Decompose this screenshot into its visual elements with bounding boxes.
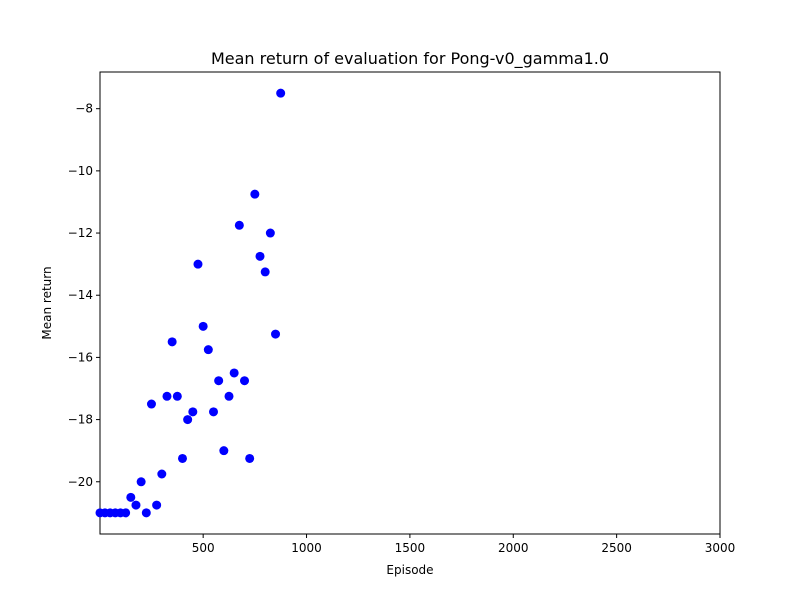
data-point [255, 251, 265, 261]
data-point [177, 453, 187, 463]
x-tick-label: 1500 [395, 541, 426, 555]
data-point [193, 259, 203, 269]
data-point [152, 500, 162, 510]
data-point [126, 492, 136, 502]
data-point [271, 329, 281, 339]
data-point [162, 391, 172, 401]
x-axis-label: Episode [386, 563, 433, 577]
y-tick-label: −18 [68, 413, 93, 427]
data-point [224, 391, 234, 401]
data-point [234, 220, 244, 230]
y-tick-label: −14 [68, 288, 93, 302]
data-point [172, 391, 182, 401]
x-tick-label: 2000 [498, 541, 529, 555]
data-point [183, 415, 193, 425]
x-tick-label: 2500 [601, 541, 632, 555]
data-point [208, 407, 218, 417]
data-point [240, 376, 250, 386]
data-point [121, 508, 131, 518]
data-point [146, 399, 156, 409]
data-point [136, 477, 146, 487]
y-tick-label: −20 [68, 475, 93, 489]
data-point [229, 368, 239, 378]
x-tick-label: 3000 [705, 541, 736, 555]
y-tick-label: −12 [68, 226, 93, 240]
data-point [167, 337, 177, 347]
data-point [219, 446, 229, 456]
y-tick-label: −16 [68, 350, 93, 364]
plot-area [99, 71, 721, 535]
data-points [95, 88, 286, 518]
data-point [157, 469, 167, 479]
data-point [203, 345, 213, 355]
data-point [250, 189, 260, 199]
x-axis-ticks: 500 1000 1500 2000 2500 3000 [192, 534, 736, 555]
chart-title: Mean return of evaluation for Pong-v0_ga… [211, 49, 609, 69]
x-tick-label: 500 [192, 541, 215, 555]
y-axis-label: Mean return [40, 266, 54, 339]
y-tick-label: −10 [68, 164, 93, 178]
y-axis-ticks: −20 −18 −16 −14 −12 −10 −8 [68, 102, 100, 489]
data-point [198, 321, 208, 331]
data-point [265, 228, 275, 238]
data-point [276, 88, 286, 98]
data-point [260, 267, 270, 277]
data-point [141, 508, 151, 518]
data-point [188, 407, 198, 417]
x-tick-label: 1000 [291, 541, 322, 555]
y-tick-label: −8 [75, 102, 93, 116]
data-point [131, 500, 141, 510]
data-point [245, 453, 255, 463]
data-point [214, 376, 224, 386]
